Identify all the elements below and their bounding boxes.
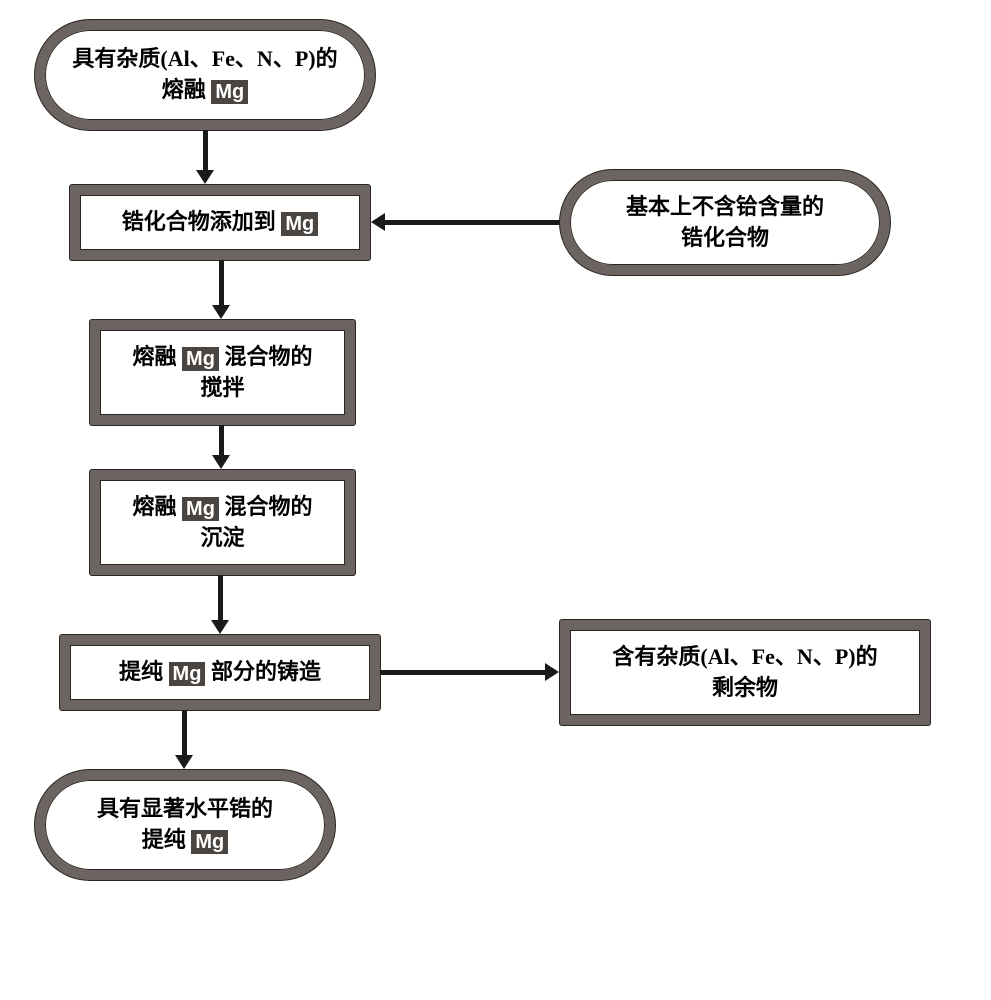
text-line: 提纯 Mg 部分的铸造 xyxy=(119,657,321,688)
arrow-head xyxy=(212,305,230,319)
mg-tag: Mg xyxy=(281,212,318,236)
node-zr-compound: 基本上不含铪含量的 锆化合物 xyxy=(560,170,890,275)
text-line: 基本上不含铪含量的 xyxy=(626,192,824,223)
mg-tag: Mg xyxy=(191,830,228,854)
text-line: 具有杂质(Al、Fe、N、P)的 xyxy=(72,44,337,75)
text-line: 提纯 Mg xyxy=(142,825,228,856)
mg-tag: Mg xyxy=(211,80,248,104)
arrow xyxy=(219,260,224,307)
text-line: 含有杂质(Al、Fe、N、P)的 xyxy=(612,642,877,673)
node-stir: 熔融 Mg 混合物的 搅拌 xyxy=(90,320,355,425)
text-line: 沉淀 xyxy=(200,523,244,554)
text-line: 锆化合物添加到 Mg xyxy=(122,207,318,238)
mg-tag: Mg xyxy=(169,662,206,686)
arrow xyxy=(380,670,545,675)
arrow xyxy=(182,710,187,757)
mg-tag: Mg xyxy=(182,497,219,521)
flowchart-container: 具有杂质(Al、Fe、N、P)的 熔融 Mg 锆化合物添加到 Mg 基本上不含铪… xyxy=(20,20,971,980)
node-add-zr: 锆化合物添加到 Mg xyxy=(70,185,370,260)
node-end: 具有显著水平锆的 提纯 Mg xyxy=(35,770,335,880)
arrow-head xyxy=(371,213,385,231)
text-line: 熔融 Mg 混合物的 xyxy=(133,342,313,373)
mg-tag: Mg xyxy=(182,347,219,371)
arrow-head xyxy=(212,455,230,469)
node-cast: 提纯 Mg 部分的铸造 xyxy=(60,635,380,710)
arrow xyxy=(218,575,223,622)
arrow xyxy=(219,425,224,457)
arrow-head xyxy=(211,620,229,634)
arrow-head xyxy=(196,170,214,184)
text-line: 熔融 Mg xyxy=(162,75,248,106)
arrow xyxy=(385,220,560,225)
node-start: 具有杂质(Al、Fe、N、P)的 熔融 Mg xyxy=(35,20,375,130)
text-line: 具有显著水平锆的 xyxy=(97,794,273,825)
text-line: 剩余物 xyxy=(712,673,778,704)
text-line: 熔融 Mg 混合物的 xyxy=(133,492,313,523)
node-residue: 含有杂质(Al、Fe、N、P)的 剩余物 xyxy=(560,620,930,725)
arrow-head xyxy=(545,663,559,681)
text-line: 搅拌 xyxy=(200,373,244,404)
text-line: 锆化合物 xyxy=(681,223,769,254)
arrow-head xyxy=(175,755,193,769)
arrow xyxy=(203,130,208,172)
node-precipitate: 熔融 Mg 混合物的 沉淀 xyxy=(90,470,355,575)
